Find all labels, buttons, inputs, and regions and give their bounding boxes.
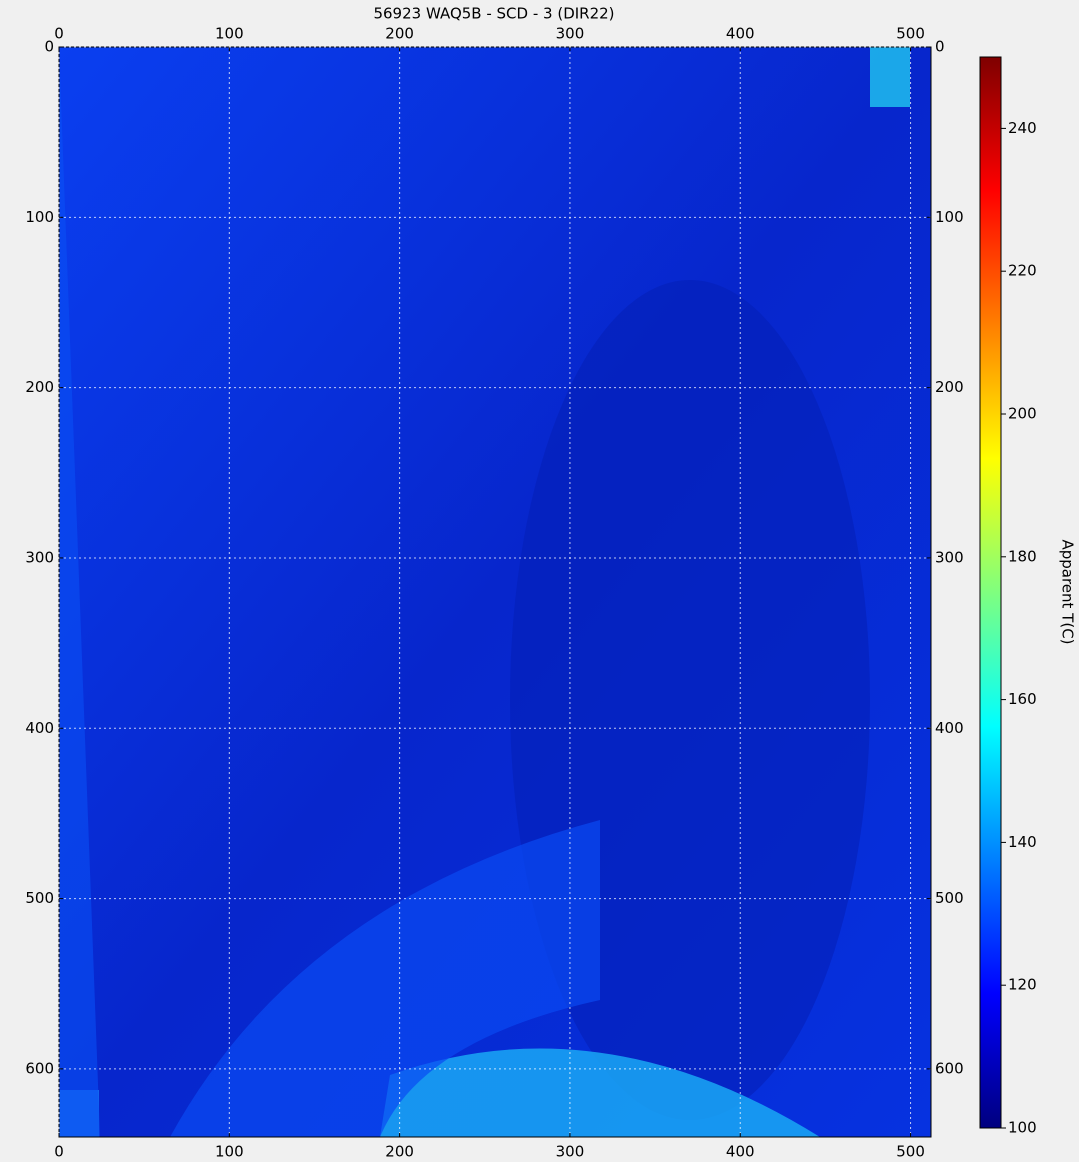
x-tick-label: 200 xyxy=(385,1143,414,1161)
x-tick-label: 0 xyxy=(54,1143,64,1161)
x-tick-label: 400 xyxy=(726,1143,755,1161)
y-tick-label: 400 xyxy=(935,719,964,737)
x-tick-label: 300 xyxy=(556,25,585,43)
colorbar-tick-label: 160 xyxy=(1008,690,1037,708)
colorbar-tick-label: 100 xyxy=(1008,1119,1037,1137)
colorbar-tick-label: 140 xyxy=(1008,833,1037,851)
colorbar-tick-label: 120 xyxy=(1008,976,1037,994)
y-tick-label: 200 xyxy=(25,378,54,396)
x-tick-label: 0 xyxy=(54,25,64,43)
colorbar-tick-label: 200 xyxy=(1008,405,1037,423)
colorbar-tick-label: 220 xyxy=(1008,262,1037,280)
y-tick-label: 600 xyxy=(25,1059,54,1077)
x-tick-label: 100 xyxy=(215,25,244,43)
y-tick-label: 400 xyxy=(25,719,54,737)
x-tick-label: 200 xyxy=(385,25,414,43)
y-tick-label: 100 xyxy=(25,208,54,226)
heatmap-image xyxy=(59,47,931,1137)
colorbar-tick-label: 240 xyxy=(1008,119,1037,137)
colorbar xyxy=(979,56,1002,1129)
colorbar-tick-label: 180 xyxy=(1008,547,1037,565)
y-tick-label: 0 xyxy=(44,38,54,56)
y-tick-label: 600 xyxy=(935,1059,964,1077)
colorbar-label: Apparent T(C) xyxy=(1059,539,1077,644)
chart-title: 56923 WAQ5B - SCD - 3 (DIR22) xyxy=(373,5,614,23)
x-tick-label: 400 xyxy=(726,25,755,43)
x-tick-label: 500 xyxy=(896,25,925,43)
y-tick-label: 100 xyxy=(935,208,964,226)
y-tick-label: 300 xyxy=(25,548,54,566)
x-tick-label: 300 xyxy=(556,1143,585,1161)
y-tick-label: 300 xyxy=(935,548,964,566)
y-tick-label: 500 xyxy=(935,889,964,907)
y-tick-label: 500 xyxy=(25,889,54,907)
y-tick-label: 0 xyxy=(935,38,945,56)
x-tick-label: 100 xyxy=(215,1143,244,1161)
y-tick-label: 200 xyxy=(935,378,964,396)
x-tick-label: 500 xyxy=(896,1143,925,1161)
